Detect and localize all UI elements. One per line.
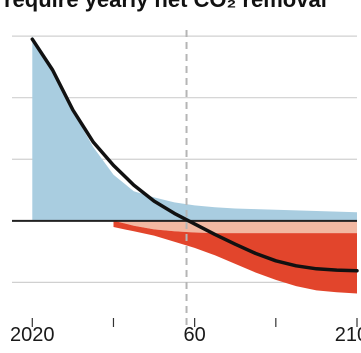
x-tick-label: 2100	[335, 324, 361, 346]
negative-band-dark-area	[113, 220, 357, 294]
negative-band-light-area	[113, 220, 358, 234]
x-tick-label: 60	[184, 324, 206, 346]
chart-title: require yearly net CO₂ removal	[4, 0, 327, 13]
x-tick-label: 2020	[10, 324, 55, 346]
central-estimate-line	[30, 37, 359, 273]
positive-band-area	[32, 36, 358, 221]
